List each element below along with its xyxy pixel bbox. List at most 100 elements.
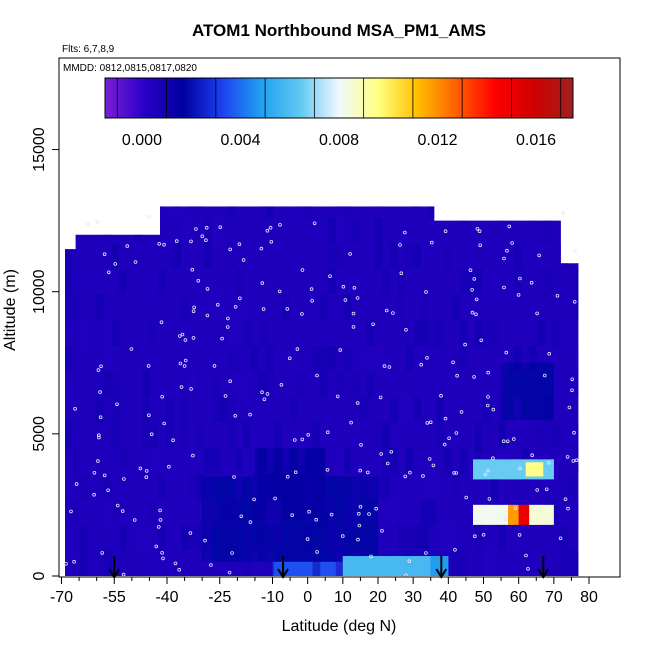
heatmap-texture-cell	[266, 206, 274, 218]
sample-point	[183, 338, 188, 342]
sample-point	[481, 532, 486, 537]
heatmap-texture-cell	[212, 448, 220, 474]
heatmap-texture-cell	[444, 524, 452, 551]
sample-point	[459, 410, 464, 414]
heatmap-texture-cell	[312, 345, 321, 372]
sample-point	[171, 438, 175, 443]
sample-point	[351, 311, 356, 316]
heatmap-texture-cell	[490, 320, 499, 346]
sample-point	[154, 544, 159, 549]
heatmap-texture-cell	[428, 320, 437, 346]
heatmap-texture-cell	[103, 371, 112, 397]
sample-point	[204, 225, 209, 230]
heatmap-texture-cell	[343, 206, 352, 218]
heatmap-texture-cell	[382, 269, 390, 295]
sample-point	[189, 239, 193, 244]
heatmap-texture-cell	[103, 217, 112, 244]
x-axis-label: Latitude (deg N)	[282, 618, 397, 635]
heatmap-texture-cell	[258, 524, 267, 551]
sample-point	[384, 308, 389, 313]
heatmap-texture-cell	[150, 550, 158, 576]
heatmap-texture-cell	[328, 217, 336, 244]
sample-point	[453, 547, 457, 552]
heatmap-texture-cell	[328, 524, 336, 551]
heatmap-texture-cell	[266, 371, 274, 397]
sample-point	[180, 332, 185, 337]
sample-point	[380, 528, 384, 533]
sample-point	[341, 284, 346, 289]
sample-point	[95, 220, 100, 224]
heatmap-highlight-cell	[342, 556, 431, 576]
heatmap-texture-cell	[304, 371, 313, 397]
heatmap-texture-cell	[428, 473, 437, 500]
heatmap-texture-cell	[475, 320, 483, 346]
heatmap-texture-cell	[513, 243, 522, 269]
sample-point	[504, 350, 509, 355]
sample-point	[190, 267, 195, 272]
sample-point	[218, 225, 223, 230]
heatmap-texture-cell	[150, 422, 158, 449]
heatmap-texture-cell	[366, 473, 375, 500]
sample-point	[571, 459, 576, 463]
heatmap-texture-cell	[312, 550, 321, 576]
heatmap-texture-cell	[467, 243, 475, 269]
heatmap-texture-cell	[150, 206, 158, 218]
heatmap-texture-cell	[281, 294, 290, 321]
heatmap-texture-cell	[297, 422, 305, 449]
heatmap-texture-cell	[343, 294, 352, 321]
sample-point	[259, 246, 264, 251]
sample-point	[419, 362, 424, 367]
heatmap-texture-cell	[397, 294, 406, 321]
sample-point	[468, 268, 473, 273]
heatmap-texture-cell	[119, 524, 127, 551]
sample-point	[544, 487, 549, 492]
heatmap-texture-cell	[567, 550, 576, 576]
sample-point	[566, 506, 570, 511]
sample-point	[162, 242, 166, 247]
sample-point	[570, 388, 574, 393]
heatmap-texture-cell	[552, 243, 561, 269]
sample-point	[505, 248, 509, 253]
sample-point	[220, 336, 224, 341]
heatmap-texture-cell	[219, 396, 228, 423]
heatmap-texture-cell	[320, 294, 328, 321]
heatmap-texture-cell	[335, 294, 344, 321]
sample-point	[567, 405, 572, 410]
x-tick-label: 60	[510, 589, 528, 606]
heatmap-texture-cell	[475, 371, 483, 397]
y-axis: 0 5000 10000 15000	[31, 127, 59, 580]
sample-point	[472, 277, 477, 281]
heatmap-texture-cell	[181, 396, 189, 423]
sample-point	[486, 370, 491, 375]
sample-point	[507, 224, 512, 229]
heatmap-texture-cell	[490, 269, 499, 295]
heatmap-texture-cell	[119, 473, 127, 500]
heatmap-texture-cell	[405, 524, 414, 551]
sample-point	[233, 413, 238, 418]
heatmap-texture-cell	[498, 371, 506, 397]
heatmap-texture-cell	[560, 524, 568, 551]
heatmap-texture-cell	[119, 499, 127, 525]
heatmap-texture-cell	[537, 422, 545, 449]
sample-point	[173, 561, 178, 566]
heatmap-texture-cell	[506, 550, 514, 576]
sample-point	[226, 316, 230, 321]
sample-point	[403, 474, 408, 479]
sample-point	[510, 241, 514, 245]
heatmap-texture-cell	[181, 371, 189, 397]
heatmap-texture-cell	[420, 269, 429, 295]
heatmap-texture-cell	[111, 499, 120, 525]
flights-annotation: Flts: 6,7,8,9	[62, 44, 115, 55]
sample-point	[428, 420, 433, 425]
heatmap-texture-cell	[227, 396, 236, 423]
heatmap-texture-cell	[212, 320, 220, 346]
heatmap-texture-cell	[312, 396, 321, 423]
heatmap-texture-cell	[328, 243, 336, 269]
sample-point	[470, 287, 474, 292]
heatmap-texture-cell	[88, 422, 96, 449]
sample-point	[205, 313, 210, 318]
sample-point	[516, 293, 521, 297]
sample-point	[479, 338, 484, 343]
heatmap-texture-cell	[459, 269, 468, 295]
heatmap-texture-cell	[390, 448, 398, 474]
